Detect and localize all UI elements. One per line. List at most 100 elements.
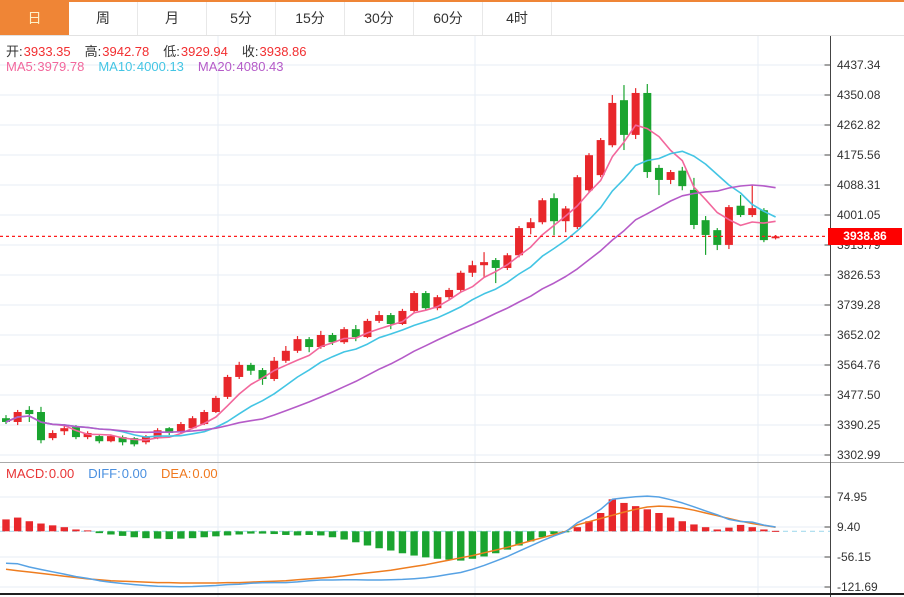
macd-bar xyxy=(422,531,430,558)
macd-dea: DEA:0.00 xyxy=(161,466,218,481)
candle-body xyxy=(328,335,337,343)
candle-body xyxy=(526,222,535,229)
candle-body xyxy=(188,418,197,429)
candle-body xyxy=(25,409,34,415)
macd-diff: DIFF:0.00 xyxy=(88,466,148,481)
macd-bar xyxy=(375,531,383,549)
candle-body xyxy=(211,397,220,413)
ma10-line xyxy=(5,150,776,438)
candle-body xyxy=(585,155,593,191)
ma-legend: MA5:3979.78 MA10:4000.13 MA20:4080.43 xyxy=(6,59,298,74)
ohlc-low: 低:3929.94 xyxy=(163,44,228,59)
main-y-tick-label: 3652.02 xyxy=(837,328,881,342)
macd-bar xyxy=(293,531,302,536)
main-y-tick-label: 3564.76 xyxy=(837,358,881,372)
candle-body xyxy=(2,418,10,422)
candle-body xyxy=(235,364,244,377)
candle-body xyxy=(678,170,687,187)
ohlc-high: 高:3942.78 xyxy=(84,44,150,59)
ma20-line xyxy=(5,184,776,434)
tab-4hour[interactable]: 4时 xyxy=(483,2,552,35)
candle-body xyxy=(596,140,605,176)
candle-body xyxy=(71,427,80,438)
candle-body xyxy=(713,230,722,245)
candle-body xyxy=(95,436,104,442)
macd-bar xyxy=(387,531,395,551)
macd-legend: MACD:0.00 DIFF:0.00 DEA:0.00 xyxy=(6,466,232,481)
macd-bar xyxy=(95,531,103,534)
candle-body xyxy=(386,315,395,324)
ma-ma5: MA5:3979.78 xyxy=(6,59,85,74)
candle-body xyxy=(141,436,150,443)
macd-bar xyxy=(690,524,698,532)
main-y-tick-label: 4350.08 xyxy=(837,88,881,102)
macd-bar xyxy=(118,531,127,536)
candle-body xyxy=(701,220,710,235)
candle-body xyxy=(724,207,733,245)
macd-bar xyxy=(142,531,150,539)
main-y-tick-label: 3739.28 xyxy=(837,298,881,312)
macd-y-tick-label: -56.15 xyxy=(837,550,872,564)
macd-macd: MACD:0.00 xyxy=(6,466,75,481)
macd-bar xyxy=(433,531,442,559)
macd-bar xyxy=(363,531,372,546)
candle-body xyxy=(608,102,617,146)
candle-body xyxy=(176,424,185,433)
macd-bar xyxy=(60,527,68,532)
candle-body xyxy=(316,335,325,348)
timeframe-tabbar: 日周月 5分 15分 30分 60分 4时 xyxy=(0,0,904,36)
tab-30min[interactable]: 30分 xyxy=(345,2,414,35)
main-y-tick-label: 4437.34 xyxy=(837,58,881,72)
macd-bar xyxy=(270,531,278,535)
candle-body xyxy=(480,262,489,266)
macd-bar xyxy=(247,531,255,534)
macd-bar xyxy=(25,521,34,532)
macd-bar xyxy=(445,531,453,560)
macd-bar xyxy=(212,531,220,537)
candle-body xyxy=(748,208,757,216)
tab-week[interactable]: 周 xyxy=(69,2,138,35)
macd-bar xyxy=(317,531,325,536)
macd-bar xyxy=(631,506,640,532)
candle-body xyxy=(305,339,314,348)
tab-month[interactable]: 月 xyxy=(138,2,207,35)
main-y-tick-label: 4088.31 xyxy=(837,178,881,192)
main-gridlines xyxy=(0,36,831,462)
candle-body xyxy=(293,339,302,351)
macd-bar xyxy=(107,531,115,535)
macd-bar xyxy=(2,519,10,532)
macd-bar xyxy=(130,531,138,538)
candle-body xyxy=(538,200,547,223)
macd-bar xyxy=(235,531,243,535)
main-y-tick-label: 4001.05 xyxy=(837,208,881,222)
candle-body xyxy=(421,293,430,309)
dea-line xyxy=(5,505,776,584)
macd-bar xyxy=(655,512,663,532)
macd-bar xyxy=(457,531,465,561)
macd-bar xyxy=(480,531,488,557)
tab-day[interactable]: 日 xyxy=(0,0,69,35)
tab-60min[interactable]: 60分 xyxy=(414,2,483,35)
macd-bar xyxy=(573,527,582,532)
candle-body xyxy=(515,228,524,256)
candle-body xyxy=(153,430,162,439)
macd-bar xyxy=(538,531,547,538)
macd-bar xyxy=(468,531,477,559)
main-y-tick-label: 3477.50 xyxy=(837,388,881,402)
candle-body xyxy=(375,315,384,321)
macd-bar xyxy=(748,527,756,532)
macd-bar xyxy=(48,525,57,532)
candle-body xyxy=(654,167,663,180)
macd-bar xyxy=(37,523,45,532)
candle-body xyxy=(503,255,512,268)
tab-15min[interactable]: 15分 xyxy=(276,2,345,35)
candle-body xyxy=(351,329,360,338)
candle-body xyxy=(130,438,139,445)
candlestick-chart[interactable] xyxy=(0,36,904,462)
macd-bar xyxy=(527,531,535,542)
candle-body xyxy=(340,329,349,343)
macd-chart[interactable] xyxy=(0,462,904,597)
macd-bar xyxy=(328,531,337,538)
candle-body xyxy=(258,370,267,380)
tab-5min[interactable]: 5分 xyxy=(207,2,276,35)
